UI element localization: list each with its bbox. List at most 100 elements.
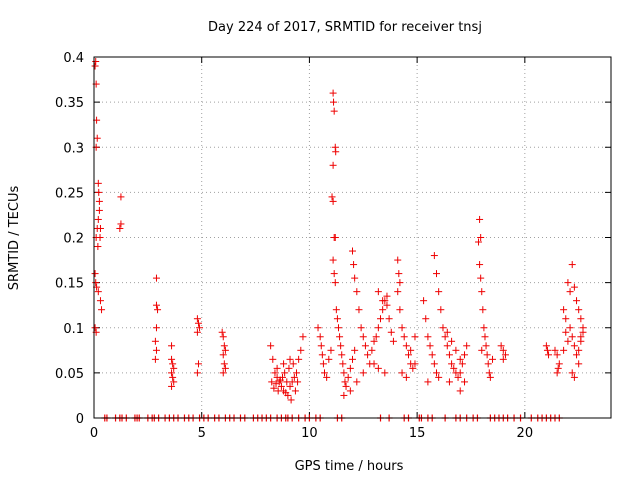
data-point [278,373,286,381]
y-tick-label: 0.25 [55,186,84,201]
data-point [294,378,302,386]
data-point [275,378,283,386]
data-point [461,378,469,386]
data-point [168,355,176,363]
data-point [479,306,487,314]
data-point [407,346,415,354]
data-point [396,306,404,314]
data-point [342,382,350,390]
data-point [92,58,100,66]
data-point [476,215,484,223]
data-point [152,346,160,354]
data-point [441,333,449,341]
data-point [330,98,338,106]
data-point [370,337,378,345]
data-point [374,288,382,296]
data-point [314,324,322,332]
data-point [331,234,339,241]
data-point [566,324,574,332]
data-point [291,387,299,395]
data-point [484,360,492,368]
data-point [94,288,102,296]
data-point [568,261,576,269]
data-point [340,369,348,377]
data-point [287,396,295,404]
data-point [454,373,462,381]
data-point [329,89,337,97]
data-point [117,220,125,228]
data-point [379,297,387,305]
data-point [336,333,344,341]
data-point [389,337,397,345]
data-point [422,315,430,323]
data-point [323,373,331,381]
data-point [280,360,288,368]
data-point [456,355,464,363]
data-point [437,306,445,314]
data-point [154,306,162,314]
data-point [577,315,585,323]
data-point [477,234,485,241]
data-point [346,364,354,372]
data-point [568,333,576,341]
data-point [316,333,324,341]
data-point [194,360,202,368]
data-point [219,351,227,359]
data-point [327,346,335,354]
data-point [482,342,490,350]
data-point [277,382,285,390]
y-tick-label: 0.2 [63,232,84,247]
data-point [299,333,307,341]
data-point [478,288,486,296]
data-point [330,270,338,278]
y-tick-label: 0.1 [63,322,84,337]
data-point [480,324,488,332]
y-tick-label: 0.4 [63,51,84,66]
data-point [94,179,102,187]
data-point [458,360,466,368]
data-point [486,373,494,381]
data-point [499,355,507,363]
data-point [267,342,275,350]
data-point [361,342,369,350]
data-point [433,369,441,377]
data-point [430,252,438,260]
y-tick-label: 0.05 [55,367,84,382]
data-point [319,360,327,368]
data-point [476,261,484,269]
data-point [385,315,393,323]
data-point [320,369,328,377]
data-point [318,351,326,359]
data-point [152,274,160,282]
data-point [332,148,340,156]
data-point [117,193,125,201]
data-point [402,342,410,350]
data-point [377,315,385,323]
data-point [456,369,464,377]
data-point [411,360,419,368]
data-point [499,346,507,354]
x-tick-label: 0 [90,426,98,441]
data-point [96,234,104,241]
y-tick-label: 0.3 [63,141,84,156]
data-point [292,369,300,377]
data-point [91,324,99,332]
data-point [560,306,568,314]
data-point [95,188,103,196]
data-point [329,256,337,264]
data-point [485,369,493,377]
data-point [439,324,447,332]
data-point [169,360,177,368]
data-point [337,342,345,350]
grid-lines [94,57,611,418]
data-point [286,382,294,390]
data-point [328,193,336,201]
data-point [402,373,410,381]
data-point [570,373,578,381]
data-point [269,355,277,363]
data-point [193,315,201,323]
data-point [398,324,406,332]
data-point [456,387,464,395]
data-point [374,324,382,332]
